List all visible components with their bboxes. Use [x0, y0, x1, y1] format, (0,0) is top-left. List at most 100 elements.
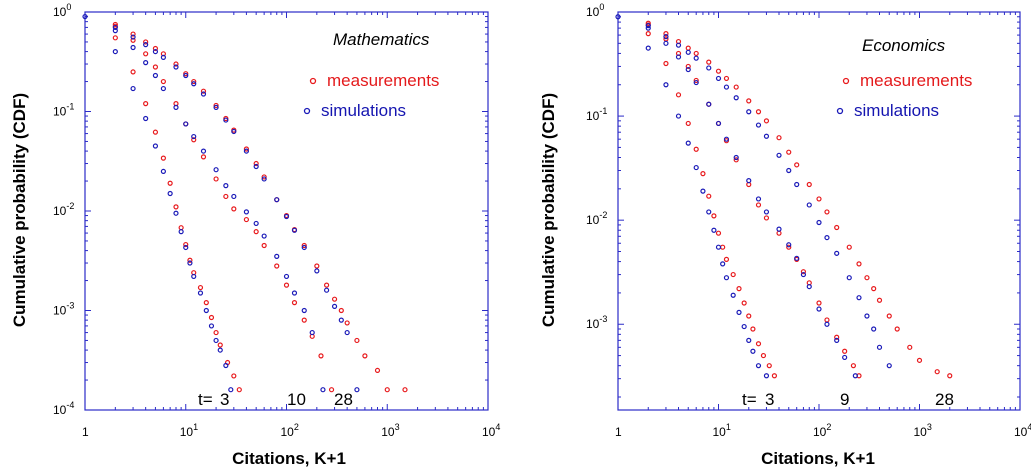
- data-point: [700, 171, 706, 177]
- x-tick-label: 102: [813, 422, 831, 439]
- data-point: [685, 63, 691, 70]
- data-point: [191, 137, 197, 143]
- data-point: [187, 257, 193, 263]
- data-point: [615, 14, 621, 20]
- legend-label-measurements: measurements: [860, 71, 972, 90]
- panel-label: Economics: [862, 36, 946, 55]
- data-point: [736, 286, 742, 292]
- data-point: [693, 50, 699, 57]
- data-point: [160, 155, 166, 161]
- data-point: [223, 117, 229, 123]
- data-point: [82, 13, 88, 20]
- data-point: [685, 120, 691, 127]
- data-point: [301, 242, 307, 249]
- data-point: [834, 334, 840, 340]
- panel-label: Mathematics: [333, 30, 430, 49]
- data-point: [864, 275, 870, 281]
- data-point: [200, 154, 207, 160]
- data-point: [816, 219, 822, 226]
- data-point: [197, 284, 204, 291]
- data-point: [178, 229, 184, 235]
- data-point: [112, 48, 118, 55]
- data-point: [741, 323, 747, 330]
- data-point: [228, 387, 234, 393]
- data-point: [152, 72, 159, 79]
- data-point: [261, 176, 267, 182]
- data-point: [755, 341, 762, 347]
- y-tick-label: 10-2: [586, 210, 607, 227]
- data-point: [794, 162, 800, 168]
- data-point: [274, 197, 280, 203]
- series-measurements-t28: [645, 20, 953, 379]
- series-simulations-t28: [112, 24, 360, 393]
- series-measurements-t3: [112, 35, 242, 393]
- data-point: [191, 133, 197, 140]
- data-point: [876, 297, 883, 303]
- data-point: [755, 202, 762, 208]
- data-point: [323, 287, 330, 293]
- legend-label-measurements: measurements: [327, 71, 439, 90]
- data-points: [615, 14, 953, 379]
- series-simulations-t3: [615, 14, 770, 379]
- data-point: [800, 271, 807, 278]
- data-point: [675, 92, 682, 98]
- data-point: [763, 373, 770, 379]
- data-point: [152, 129, 159, 135]
- data-point: [291, 227, 298, 233]
- data-point: [191, 81, 197, 87]
- data-point: [173, 61, 179, 67]
- data-point: [763, 133, 770, 139]
- data-point: [231, 128, 237, 135]
- y-tick-label: 100: [53, 2, 71, 19]
- data-point: [693, 79, 699, 86]
- data-point: [715, 230, 722, 236]
- data-point: [806, 202, 812, 208]
- data-point: [130, 85, 136, 92]
- x-axis-title: Citations, K+1: [761, 449, 875, 468]
- data-point: [816, 300, 822, 306]
- data-point: [283, 282, 290, 288]
- data-point: [143, 115, 149, 122]
- time-value-1: 3: [220, 390, 229, 409]
- time-value-3: 28: [334, 390, 353, 409]
- data-point: [183, 241, 189, 248]
- data-point: [700, 188, 706, 194]
- data-point: [733, 157, 739, 163]
- data-point: [763, 215, 770, 221]
- data-point: [243, 209, 250, 215]
- data-point: [160, 168, 166, 175]
- x-tick-label: 103: [914, 422, 932, 439]
- data-point: [130, 37, 136, 43]
- data-point: [711, 227, 717, 233]
- data-point: [733, 84, 739, 90]
- data-point: [876, 344, 883, 350]
- data-point: [223, 193, 229, 200]
- data-point: [320, 387, 326, 393]
- data-point: [173, 64, 179, 70]
- data-point: [755, 109, 762, 115]
- data-point: [231, 193, 237, 200]
- data-point: [766, 363, 772, 369]
- data-point: [112, 28, 118, 34]
- data-point: [231, 206, 237, 212]
- data-point: [112, 21, 118, 28]
- data-point: [786, 244, 792, 250]
- data-point: [675, 54, 682, 60]
- data-point: [208, 323, 215, 329]
- data-point: [253, 229, 259, 235]
- data-point: [374, 367, 381, 374]
- data-point: [291, 290, 298, 296]
- data-point: [309, 329, 315, 336]
- data-point: [886, 313, 892, 319]
- x-tick-label: 103: [381, 422, 399, 439]
- data-point: [663, 82, 669, 88]
- data-point: [187, 260, 193, 266]
- data-point: [706, 101, 712, 107]
- y-tick-label: 10-3: [586, 314, 607, 331]
- data-point: [864, 313, 870, 319]
- y-axis-title: Cumulative probability (CDF): [539, 93, 558, 327]
- data-point: [200, 148, 207, 154]
- data-point: [715, 244, 722, 250]
- y-tick-label: 10-3: [53, 301, 74, 318]
